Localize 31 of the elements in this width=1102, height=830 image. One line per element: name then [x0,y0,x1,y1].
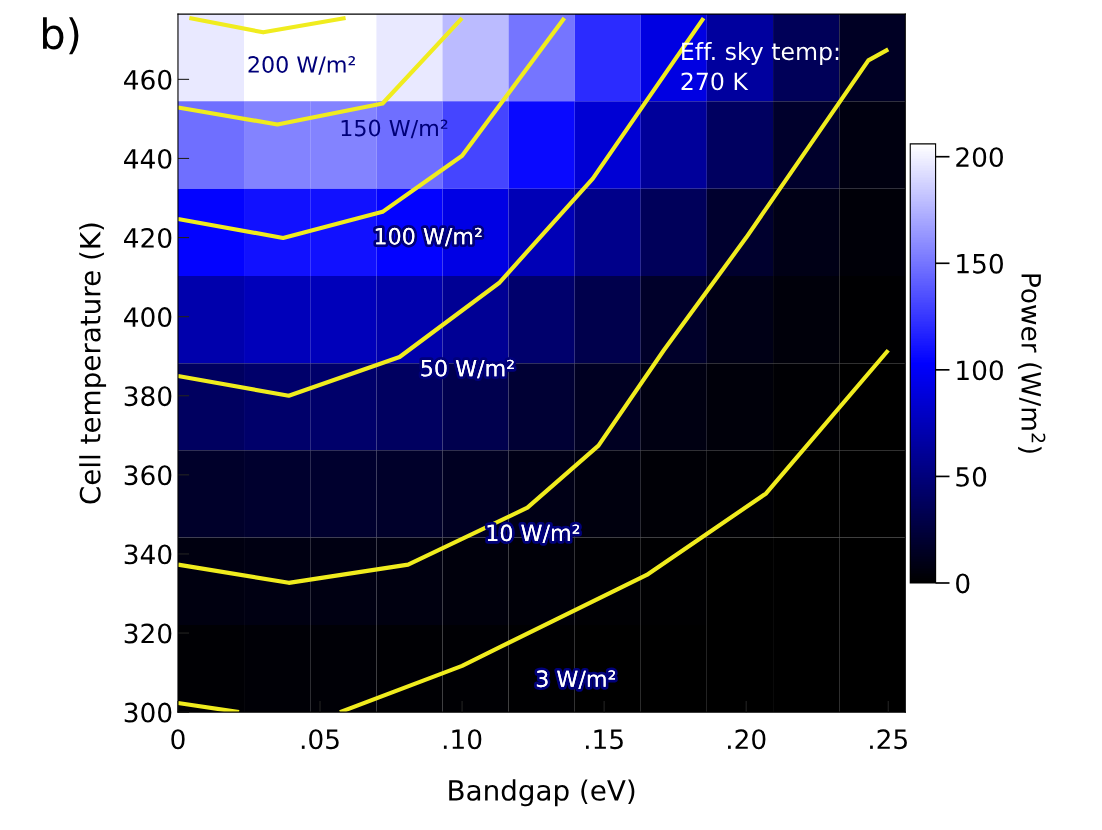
series-label: 10 W/m² [487,524,580,544]
y-axis-title: Cell temperature (K) [79,223,107,504]
y-tick-label: 300 [124,702,172,723]
series-label: 50 W/m² [421,359,514,379]
series-label: 3 W/m² [536,670,616,689]
y-tick-label: 340 [124,544,172,565]
color-bar-label: 50 [956,466,987,487]
color-bar-label: 200 [956,147,1003,168]
y-tick-label: 320 [124,623,172,644]
x-tick-label: .20 [728,729,766,750]
series-label: 100 W/m² [375,227,482,247]
color-bar-label: 100 [957,360,1003,381]
x-tick-label: .05 [301,729,339,750]
x-tick-label: .10 [443,729,482,750]
x-tick-label: .15 [585,729,623,750]
color-bar-title: Power (W/m$^{2}$) [1018,274,1046,453]
text: b) [43,17,79,55]
y-tick-label: 420 [124,228,172,248]
annotation: Eff. sky temp: 270 K [681,42,839,91]
x-tick-label: 0 [171,729,185,750]
y-tick-label: 400 [124,307,172,328]
x-tick-label: .25 [870,729,907,750]
y-tick-label: 360 [124,465,172,486]
y-tick-label: 460 [124,69,172,90]
series-label: 150 W/m² [341,119,448,139]
x-axis-title: Bandgap (eV) [449,779,635,807]
color-bar-label: 0 [956,573,970,594]
series-label: 200 W/m² [248,56,355,75]
color-bar-label: 150 [957,253,1003,274]
y-tick-label: 440 [124,148,172,169]
y-tick-label: 380 [124,386,172,407]
